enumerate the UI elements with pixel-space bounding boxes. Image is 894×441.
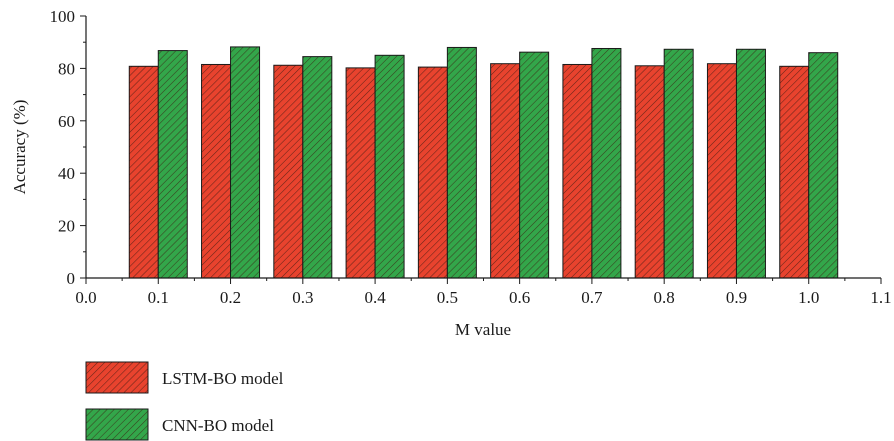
y-tick-label: 20 [58,217,75,236]
legend-label-lstm: LSTM-BO model [162,369,284,388]
y-tick-label: 40 [58,164,75,183]
x-tick-label: 0.6 [509,288,530,307]
y-tick-label: 80 [58,59,75,78]
bar-lstm-0_2 [201,63,232,279]
x-tick-label: 0.9 [726,288,747,307]
bar-cnn-0_3 [302,56,333,279]
x-tick-label: 0.2 [220,288,241,307]
ticks-group: 0.0 0.1 0.2 0.3 0.4 0.5 0.6 0.7 0.8 0.9 1.0 1.1 0 20 4… [50,7,892,307]
bar-cnn-0_7 [591,47,622,279]
bar-cnn-0_2 [230,46,261,279]
bar-cnn-0_6 [519,51,550,279]
x-tick-label: 0.8 [654,288,675,307]
bar-lstm-1 [779,65,810,279]
legend-swatch-cnn [85,408,149,441]
legend: LSTM-BO model CNN-BO model [85,361,284,441]
bar-cnn-0_9 [735,48,766,279]
y-tick-label: 100 [50,7,76,26]
bar-lstm-0_3 [273,64,304,279]
bar-lstm-0_9 [706,63,737,279]
bar-lstm-0_1 [128,65,159,279]
legend-label-cnn: CNN-BO model [162,416,274,435]
bar-cnn-0_4 [374,54,405,279]
y-tick-label: 60 [58,112,75,131]
bars-group [128,46,839,279]
legend-swatch-lstm [85,361,149,394]
x-tick-label: 0.1 [148,288,169,307]
bar-cnn-0_5 [446,46,477,279]
x-axis-title: M value [455,320,511,339]
x-tick-label: 0.7 [581,288,603,307]
bar-lstm-0_8 [634,65,665,279]
bar-lstm-0_5 [417,66,448,279]
x-tick-label: 0.0 [75,288,96,307]
x-tick-label: 0.3 [292,288,313,307]
x-tick-label: 0.5 [437,288,458,307]
x-tick-label: 1.0 [798,288,819,307]
x-tick-label: 0.4 [364,288,386,307]
y-axis-title: Accuracy (%) [10,100,29,195]
bar-lstm-0_6 [490,63,521,279]
bar-cnn-0_1 [157,50,188,279]
bar-cnn-0_8 [663,48,694,279]
x-tick-label: 1.1 [870,288,891,307]
y-tick-label: 0 [67,269,76,288]
bar-cnn-1 [808,52,839,279]
bar-lstm-0_7 [562,63,593,279]
bar-lstm-0_4 [345,67,376,279]
